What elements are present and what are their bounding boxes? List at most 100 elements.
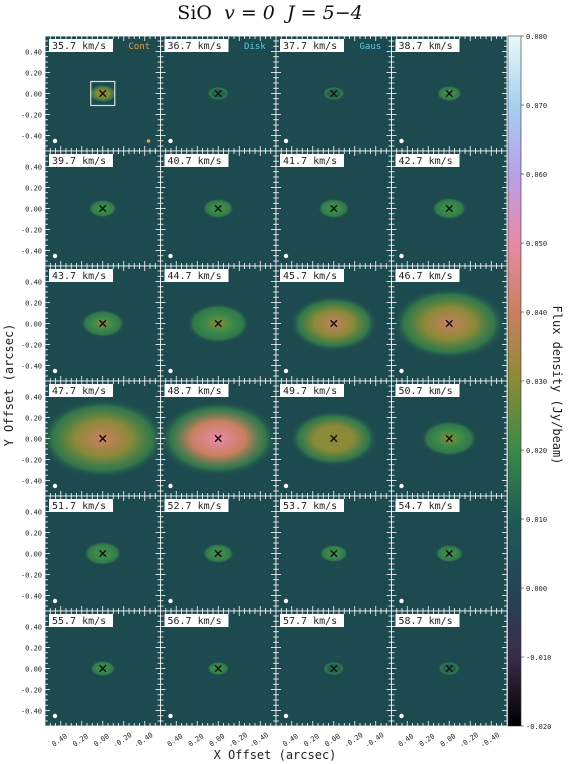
center-cross-marker — [214, 319, 222, 328]
x-tick-label: 0.00 — [208, 732, 226, 748]
y-tick-label: -0.40 — [21, 708, 42, 716]
center-cross-marker — [214, 664, 222, 673]
x-tick-label: -0.20 — [112, 731, 134, 750]
center-cross-marker — [330, 434, 338, 443]
y-tick-label: -0.20 — [21, 112, 42, 120]
velocity-label-box — [395, 384, 460, 397]
channel-panel: 50.7 km/s — [391, 380, 508, 497]
beam-marker — [168, 138, 173, 144]
channel-panel: 46.7 km/s — [391, 265, 508, 382]
y-tick-label: -0.20 — [21, 687, 42, 695]
colorbar-label: Flux density (Jy/beam) — [550, 306, 564, 465]
y-tick-label: -0.40 — [21, 478, 42, 486]
velocity-label: 49.7 km/s — [283, 386, 337, 397]
velocity-label-box — [49, 154, 113, 167]
channel-panel: 37.7 km/s — [275, 35, 392, 152]
beam-marker — [399, 483, 404, 489]
x-tick-label: 0.20 — [418, 732, 436, 748]
velocity-label-box — [395, 499, 460, 512]
colorbar-tick-label: -0.010 — [526, 654, 551, 662]
channel-panel: 42.7 km/s — [391, 150, 508, 267]
velocity-label: 55.7 km/s — [52, 616, 106, 627]
y-tick-label: 0.40 — [25, 49, 42, 57]
y-tick-label: 0.20 — [25, 645, 42, 653]
x-tick-label: 0.40 — [397, 732, 415, 748]
velocity-label: 45.7 km/s — [283, 271, 337, 282]
y-tick-label: 0.40 — [25, 624, 42, 632]
channel-panel: 57.7 km/s — [275, 610, 392, 727]
x-tick-label: 0.00 — [439, 732, 457, 748]
channel-panel: 58.7 km/s — [391, 610, 508, 727]
colorbar-tick-label: 0.000 — [526, 585, 547, 593]
center-cross-marker — [445, 319, 453, 328]
colorbar-tick-label: -0.020 — [526, 723, 551, 731]
y-tick-label: -0.40 — [21, 593, 42, 601]
velocity-label-box — [49, 614, 113, 627]
y-tick-label: 0.00 — [25, 206, 42, 214]
center-cross-marker — [330, 319, 338, 328]
velocity-label-box — [164, 269, 229, 282]
y-tick-label: -0.40 — [21, 248, 42, 256]
velocity-label: 40.7 km/s — [168, 156, 222, 167]
beam-marker — [52, 713, 58, 719]
velocity-label: 56.7 km/s — [168, 616, 222, 627]
title-species: SiO — [177, 2, 212, 24]
x-tick-label: -0.20 — [343, 731, 365, 750]
center-cross-marker — [330, 664, 338, 673]
y-tick-label: 0.00 — [25, 666, 42, 674]
y-tick-label: 0.20 — [25, 70, 42, 78]
velocity-label-box — [164, 499, 229, 512]
velocity-label-box — [395, 39, 460, 52]
beam-marker — [283, 598, 289, 604]
colorbar-tick-label: 0.050 — [526, 240, 547, 248]
beam-marker — [168, 483, 173, 489]
colorbar-tick-label: 0.060 — [526, 171, 547, 179]
x-tick-label: -0.40 — [133, 731, 155, 750]
center-cross-marker — [99, 89, 107, 98]
velocity-label-box — [280, 499, 344, 512]
center-cross-marker — [99, 319, 107, 328]
y-tick-label: 0.20 — [25, 300, 42, 308]
velocity-label: 52.7 km/s — [168, 501, 222, 512]
channel-panel: 45.7 km/s — [275, 265, 392, 382]
beam-marker — [52, 138, 58, 144]
center-cross-marker — [445, 204, 453, 213]
velocity-label: 58.7 km/s — [399, 616, 453, 627]
beam-marker — [399, 713, 404, 719]
velocity-label: 37.7 km/s — [283, 41, 337, 52]
center-cross-marker — [330, 549, 338, 558]
center-cross-marker — [99, 434, 107, 443]
beam-marker — [283, 253, 289, 259]
channel-panel: 40.7 km/s — [160, 150, 277, 267]
beam-marker — [283, 483, 289, 489]
velocity-label: 39.7 km/s — [52, 156, 106, 167]
x-tick-label: -0.40 — [364, 731, 386, 750]
velocity-label-box — [280, 39, 344, 52]
channel-panel: 48.7 km/s — [160, 380, 277, 497]
y-tick-label: 0.40 — [25, 509, 42, 517]
center-cross-marker — [214, 434, 222, 443]
y-tick-label: 0.40 — [25, 279, 42, 287]
channel-panel: 35.7 km/s — [44, 35, 161, 152]
colorbar-tick-label: 0.070 — [526, 102, 547, 110]
x-tick-label: 0.20 — [187, 732, 205, 748]
beam-marker — [283, 368, 289, 374]
x-tick-label: 0.40 — [166, 732, 184, 748]
center-cross-marker — [445, 434, 453, 443]
y-tick-label: 0.40 — [25, 394, 42, 402]
beam-marker — [283, 713, 289, 719]
velocity-label-box — [395, 154, 460, 167]
velocity-label: 57.7 km/s — [283, 616, 337, 627]
title-v: v = 0 — [224, 2, 275, 24]
channel-panel: 49.7 km/s — [275, 380, 392, 497]
velocity-label: 51.7 km/s — [52, 501, 106, 512]
center-cross-marker — [330, 89, 338, 98]
velocity-label: 46.7 km/s — [399, 271, 453, 282]
y-tick-label: 0.00 — [25, 91, 42, 99]
center-cross-marker — [214, 204, 222, 213]
x-tick-label: 0.00 — [92, 732, 110, 748]
colorbar-tick-label: 0.040 — [526, 309, 547, 317]
beam-marker — [168, 713, 173, 719]
